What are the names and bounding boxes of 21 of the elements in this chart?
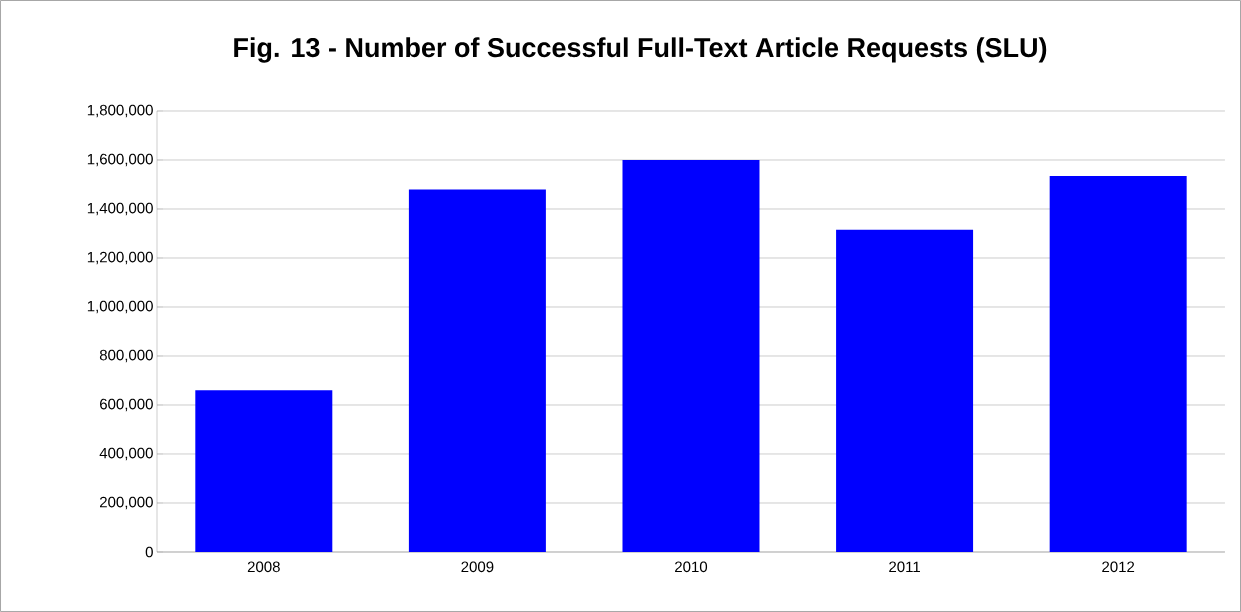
y-tick-label: 0 <box>145 546 153 558</box>
x-tick-label: 2011 <box>889 561 920 573</box>
y-tick-label: 1,800,000 <box>87 104 153 118</box>
x-tick-label: 2012 <box>1102 561 1135 573</box>
chart-title: Fig. 13 - Number of Successful Full-Text Article Requests (SLU) <box>234 37 1047 63</box>
y-tick-label: 1,400,000 <box>87 202 153 216</box>
bar <box>622 159 760 552</box>
y-tick-label: 1,000,000 <box>87 300 153 314</box>
y-tick-label: 1,200,000 <box>87 251 153 265</box>
bar <box>408 189 546 552</box>
bar <box>195 390 333 552</box>
y-tick-label: 400,000 <box>99 447 153 461</box>
y-tick-label: 800,000 <box>99 349 153 363</box>
y-tick-label: 600,000 <box>100 398 153 412</box>
y-tick-label: 1,600,000 <box>87 153 153 167</box>
x-tick-label: 2010 <box>675 561 708 573</box>
x-tick-label: 2009 <box>461 561 494 573</box>
bar <box>1049 175 1187 552</box>
x-tick-label: 2008 <box>247 561 280 573</box>
bar <box>836 229 974 552</box>
y-tick-label: 200,000 <box>100 496 153 510</box>
